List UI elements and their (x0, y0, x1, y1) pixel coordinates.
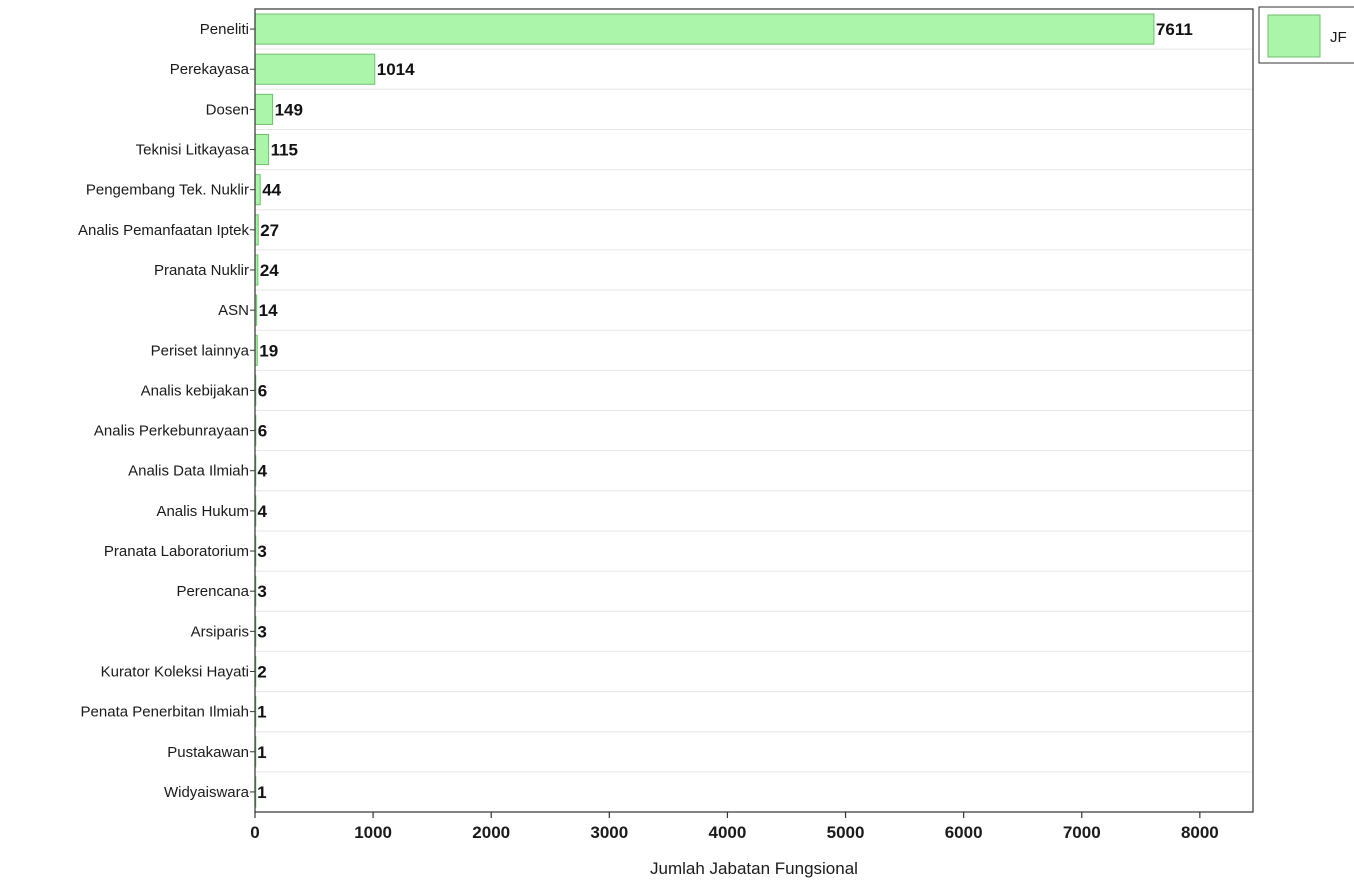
category-labels: Peneliti Perekayasa Dosen Teknisi Litkayasa… (78, 21, 250, 801)
category-label: Analis kebijakan (141, 382, 249, 399)
value-label: 4 (257, 462, 267, 481)
value-label: 1014 (377, 60, 415, 79)
value-label: 6 (258, 422, 267, 441)
value-label: 19 (259, 341, 278, 360)
axes (250, 8, 1254, 818)
value-label: 7611 (1156, 20, 1193, 39)
category-label: ASN (218, 302, 249, 319)
category-label: Analis Hukum (156, 503, 249, 520)
category-label: Widyaiswara (164, 784, 250, 801)
bar (254, 174, 261, 206)
value-label: 3 (257, 582, 266, 601)
bar (254, 13, 1155, 45)
x-tick-label: 3000 (590, 823, 628, 842)
value-label: 14 (259, 301, 278, 320)
value-label: 24 (260, 261, 279, 280)
grid-lines (255, 48, 1253, 773)
category-label: Perencana (176, 583, 249, 600)
x-tick-label: 2000 (472, 823, 510, 842)
bars (254, 13, 1155, 808)
x-tick-label: 1000 (354, 823, 392, 842)
x-axis-title: Jumlah Jabatan Fungsional (650, 859, 858, 878)
x-tick-label: 4000 (709, 823, 747, 842)
x-tick-label: 6000 (945, 823, 983, 842)
category-label: Analis Data Ilmiah (128, 463, 249, 480)
category-label: Penata Penerbitan Ilmiah (81, 704, 249, 721)
value-label: 27 (260, 221, 279, 240)
value-label: 3 (257, 622, 266, 641)
x-tick-label: 7000 (1063, 823, 1101, 842)
legend-label: JF (1330, 29, 1347, 46)
value-label: 4 (257, 502, 267, 521)
x-tick-label: 5000 (827, 823, 865, 842)
value-label: 2 (257, 662, 266, 681)
value-label: 44 (262, 181, 281, 200)
category-label: Periset lainnya (151, 342, 250, 359)
category-label: Pustakawan (167, 744, 249, 761)
legend-swatch (1267, 14, 1321, 58)
bar (254, 133, 270, 166)
value-label: 149 (275, 100, 303, 119)
category-label: Perekayasa (170, 61, 250, 78)
category-label: Kurator Koleksi Hayati (101, 663, 249, 680)
category-label: Peneliti (200, 21, 249, 38)
value-label: 1 (257, 743, 266, 762)
x-tick-labels: 0 1000 2000 3000 4000 5000 6000 7000 8000 (250, 823, 1219, 842)
category-label: Pranata Nuklir (154, 262, 249, 279)
legend: JF (1258, 6, 1354, 64)
value-label: 1 (257, 783, 266, 802)
value-label: 3 (257, 542, 266, 561)
category-label: Analis Perkebunrayaan (94, 423, 249, 440)
value-label: 1 (257, 703, 266, 722)
value-label: 6 (258, 381, 267, 400)
category-label: Pranata Laboratorium (104, 543, 249, 560)
value-label: 115 (271, 141, 298, 160)
plot-frame (254, 8, 1254, 813)
category-label: Pengembang Tek. Nuklir (86, 182, 249, 199)
bar (254, 93, 274, 125)
x-tick-label: 0 (250, 823, 259, 842)
category-label: Arsiparis (191, 623, 249, 640)
category-label: Analis Pemanfaatan Iptek (78, 222, 249, 239)
bar (254, 53, 376, 85)
category-label: Teknisi Litkayasa (136, 142, 250, 159)
category-label: Dosen (206, 101, 249, 118)
x-tick-label: 8000 (1181, 823, 1219, 842)
